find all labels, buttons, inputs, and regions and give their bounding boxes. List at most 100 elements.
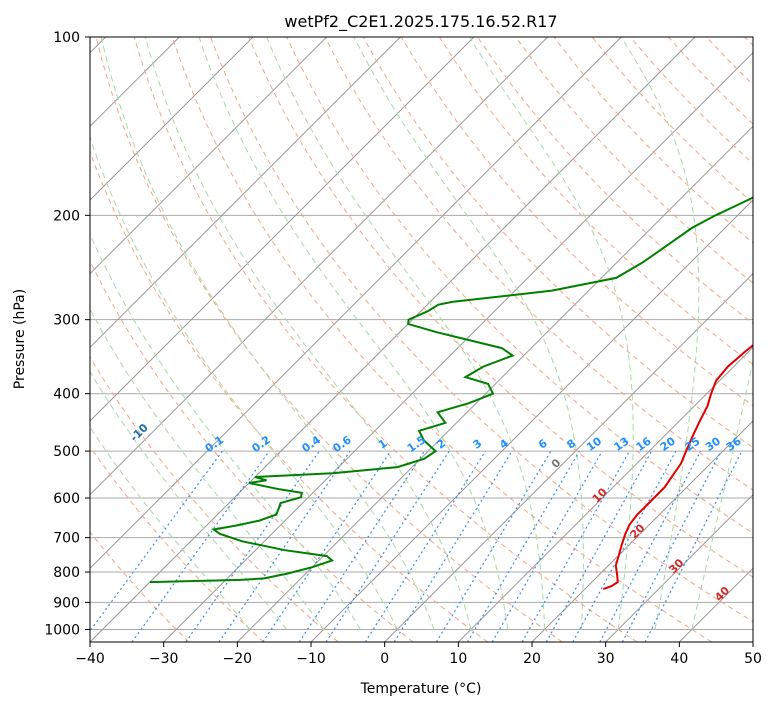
dry-adiabat-line bbox=[744, 37, 753, 47]
isotherm-line bbox=[236, 125, 753, 642]
x-tick-label: 30 bbox=[597, 651, 615, 667]
mixing-ratio-line bbox=[298, 450, 425, 642]
dry-adiabat-line bbox=[553, 37, 753, 244]
dry-adiabat-line bbox=[438, 37, 753, 366]
y-tick-label: 900 bbox=[53, 595, 80, 611]
mixing-ratio-line bbox=[521, 450, 631, 642]
mixing-ratio-line bbox=[185, 450, 320, 642]
dry-adiabat-line bbox=[90, 150, 488, 642]
dry-adiabat-label: -10 bbox=[128, 421, 151, 444]
isotherm-line bbox=[752, 641, 753, 642]
moist-adiabat-line bbox=[620, 37, 700, 630]
dry-adiabat-line bbox=[90, 531, 190, 642]
moist-adiabat-line bbox=[198, 37, 509, 630]
isotherm-line bbox=[678, 567, 753, 642]
moist-adiabat-line bbox=[90, 370, 288, 630]
moist-adiabat-label: 40 bbox=[712, 584, 732, 604]
y-tick-label: 600 bbox=[53, 491, 80, 507]
x-tick-label: 40 bbox=[670, 651, 688, 667]
x-tick-label: 0 bbox=[380, 651, 389, 667]
mixing-ratio-line bbox=[621, 450, 722, 642]
mixing-ratio-line bbox=[325, 450, 450, 642]
moist-adiabat-line bbox=[100, 37, 435, 630]
x-tick-label: 20 bbox=[523, 651, 541, 667]
x-tick-label: 10 bbox=[449, 651, 467, 667]
dry-adiabat-line bbox=[286, 37, 753, 534]
mixing-ratio-line bbox=[364, 450, 486, 642]
temperature-profile bbox=[602, 343, 753, 591]
mixing-ratio-label: 6 bbox=[536, 437, 550, 452]
dry-adiabat-line bbox=[171, 37, 712, 642]
y-tick-label: 500 bbox=[53, 444, 80, 460]
x-tick-label: −40 bbox=[75, 651, 105, 667]
y-tick-label: 100 bbox=[53, 30, 80, 46]
moist-adiabat-line bbox=[266, 37, 546, 630]
mixing-ratio-line bbox=[435, 450, 552, 642]
moist-adiabat-label: 0 bbox=[549, 456, 564, 471]
moist-adiabat-line bbox=[144, 37, 472, 630]
dry-adiabat-line bbox=[90, 259, 414, 642]
moist-adiabat-line bbox=[90, 308, 324, 630]
y-tick-label: 800 bbox=[53, 565, 80, 581]
chart-title: wetPf2_C2E1.2025.175.16.52.R17 bbox=[284, 12, 557, 32]
dry-adiabat-line bbox=[515, 37, 753, 284]
isotherm-line bbox=[90, 37, 622, 570]
dry-adiabat-line bbox=[706, 37, 753, 86]
dry-adiabat-line bbox=[668, 37, 753, 125]
mixing-ratio-label: 0.4 bbox=[300, 433, 324, 455]
moist-adiabat-line bbox=[469, 37, 634, 630]
y-tick-label: 200 bbox=[53, 208, 80, 224]
y-axis-label: Pressure (hPa) bbox=[12, 289, 28, 389]
mixing-ratio-line bbox=[262, 450, 392, 642]
moist-adiabat-label: 10 bbox=[590, 485, 610, 505]
mixing-ratio-line bbox=[131, 450, 270, 642]
isotherm-line bbox=[457, 346, 753, 642]
mixing-ratio-label: 2 bbox=[434, 437, 448, 452]
dry-adiabat-line bbox=[133, 37, 638, 642]
mixing-ratio-line bbox=[466, 450, 580, 642]
moist-adiabat-line bbox=[353, 37, 584, 630]
y-tick-label: 700 bbox=[53, 531, 80, 547]
x-tick-label: −10 bbox=[296, 651, 326, 667]
mixing-ratio-line bbox=[545, 450, 653, 642]
mixing-ratio-label: 3 bbox=[471, 437, 485, 452]
dry-adiabat-line bbox=[210, 37, 753, 623]
mixing-ratio-line bbox=[572, 450, 677, 642]
mixing-ratio-line bbox=[491, 450, 603, 642]
mixing-ratio-line bbox=[393, 450, 513, 642]
isotherm-line bbox=[90, 37, 475, 422]
x-tick-label: −20 bbox=[223, 651, 253, 667]
isotherm-line bbox=[90, 37, 549, 496]
x-tick-label: 50 bbox=[744, 651, 762, 667]
isotherm-line bbox=[90, 37, 328, 275]
moist-adiabat-line bbox=[90, 232, 361, 630]
mixing-ratio-label: 0.6 bbox=[330, 433, 354, 455]
isotherm-line bbox=[90, 37, 254, 201]
x-axis-label: Temperature (°C) bbox=[360, 681, 482, 697]
y-tick-label: 300 bbox=[53, 313, 80, 329]
mixing-ratio-label: 1.5 bbox=[405, 433, 428, 455]
moist-adiabat-label: 30 bbox=[666, 556, 686, 576]
mixing-ratio-line bbox=[599, 450, 702, 642]
mixing-ratio-line bbox=[218, 450, 351, 642]
mixing-ratio-line bbox=[90, 450, 223, 632]
y-tick-label: 1000 bbox=[44, 622, 80, 638]
mixing-ratio-line bbox=[644, 450, 743, 642]
plot-frame bbox=[89, 36, 754, 643]
isotherm-line bbox=[90, 37, 696, 642]
isotherm-line bbox=[90, 37, 401, 349]
isotherm-line bbox=[310, 199, 753, 642]
dewpoint-profile bbox=[149, 196, 753, 584]
moist-adiabat-line bbox=[691, 358, 753, 630]
isotherm-line bbox=[605, 493, 753, 642]
isotherm-line bbox=[384, 272, 753, 642]
mixing-ratio-label: 0.2 bbox=[250, 433, 273, 455]
moist-adiabat-line bbox=[90, 426, 251, 630]
isotherm-line bbox=[531, 420, 753, 642]
dry-adiabat-line bbox=[90, 445, 264, 642]
x-tick-label: −30 bbox=[149, 651, 179, 667]
y-tick-label: 400 bbox=[53, 387, 80, 403]
moist-adiabat-line bbox=[90, 135, 398, 630]
